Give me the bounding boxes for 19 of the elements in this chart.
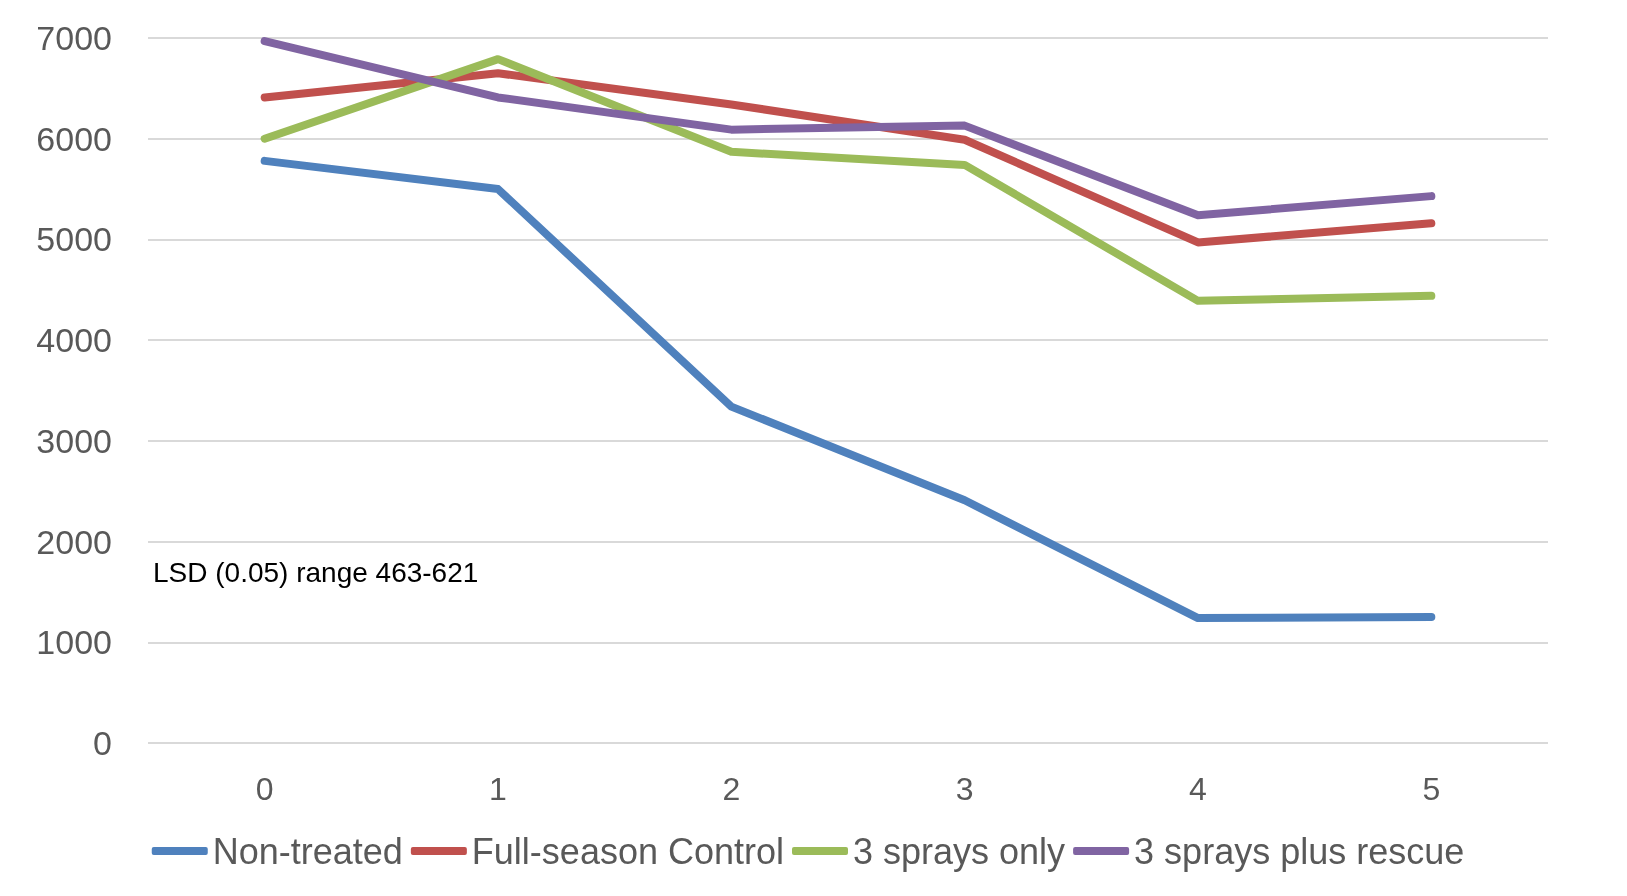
x-tick-label: 4 [1189, 771, 1207, 807]
x-tick-label: 0 [255, 771, 274, 807]
y-tick-label: 3000 [36, 421, 112, 460]
y-tick-label: 6000 [36, 119, 112, 158]
y-tick-label: 7000 [36, 19, 112, 57]
legend-label: Non-treated [212, 830, 403, 872]
legend-label: Full-season Control [471, 830, 784, 872]
legend-label: 3 sprays plus rescue [1134, 830, 1465, 872]
x-tick-label: 2 [722, 771, 741, 807]
y-tick-label: 2000 [36, 522, 112, 561]
annotation: LSD (0.05) range 463-621 [153, 556, 479, 588]
x-tick-label: 1 [489, 771, 507, 807]
y-tick-label: 1000 [36, 623, 112, 662]
x-tick-label: 3 [955, 771, 974, 807]
y-tick-label: 4000 [36, 321, 112, 360]
y-tick-label: 0 [93, 724, 112, 762]
legend-label: 3 sprays only [853, 830, 1066, 872]
y-tick-label: 5000 [36, 220, 112, 259]
x-tick-label: 5 [1422, 771, 1441, 807]
